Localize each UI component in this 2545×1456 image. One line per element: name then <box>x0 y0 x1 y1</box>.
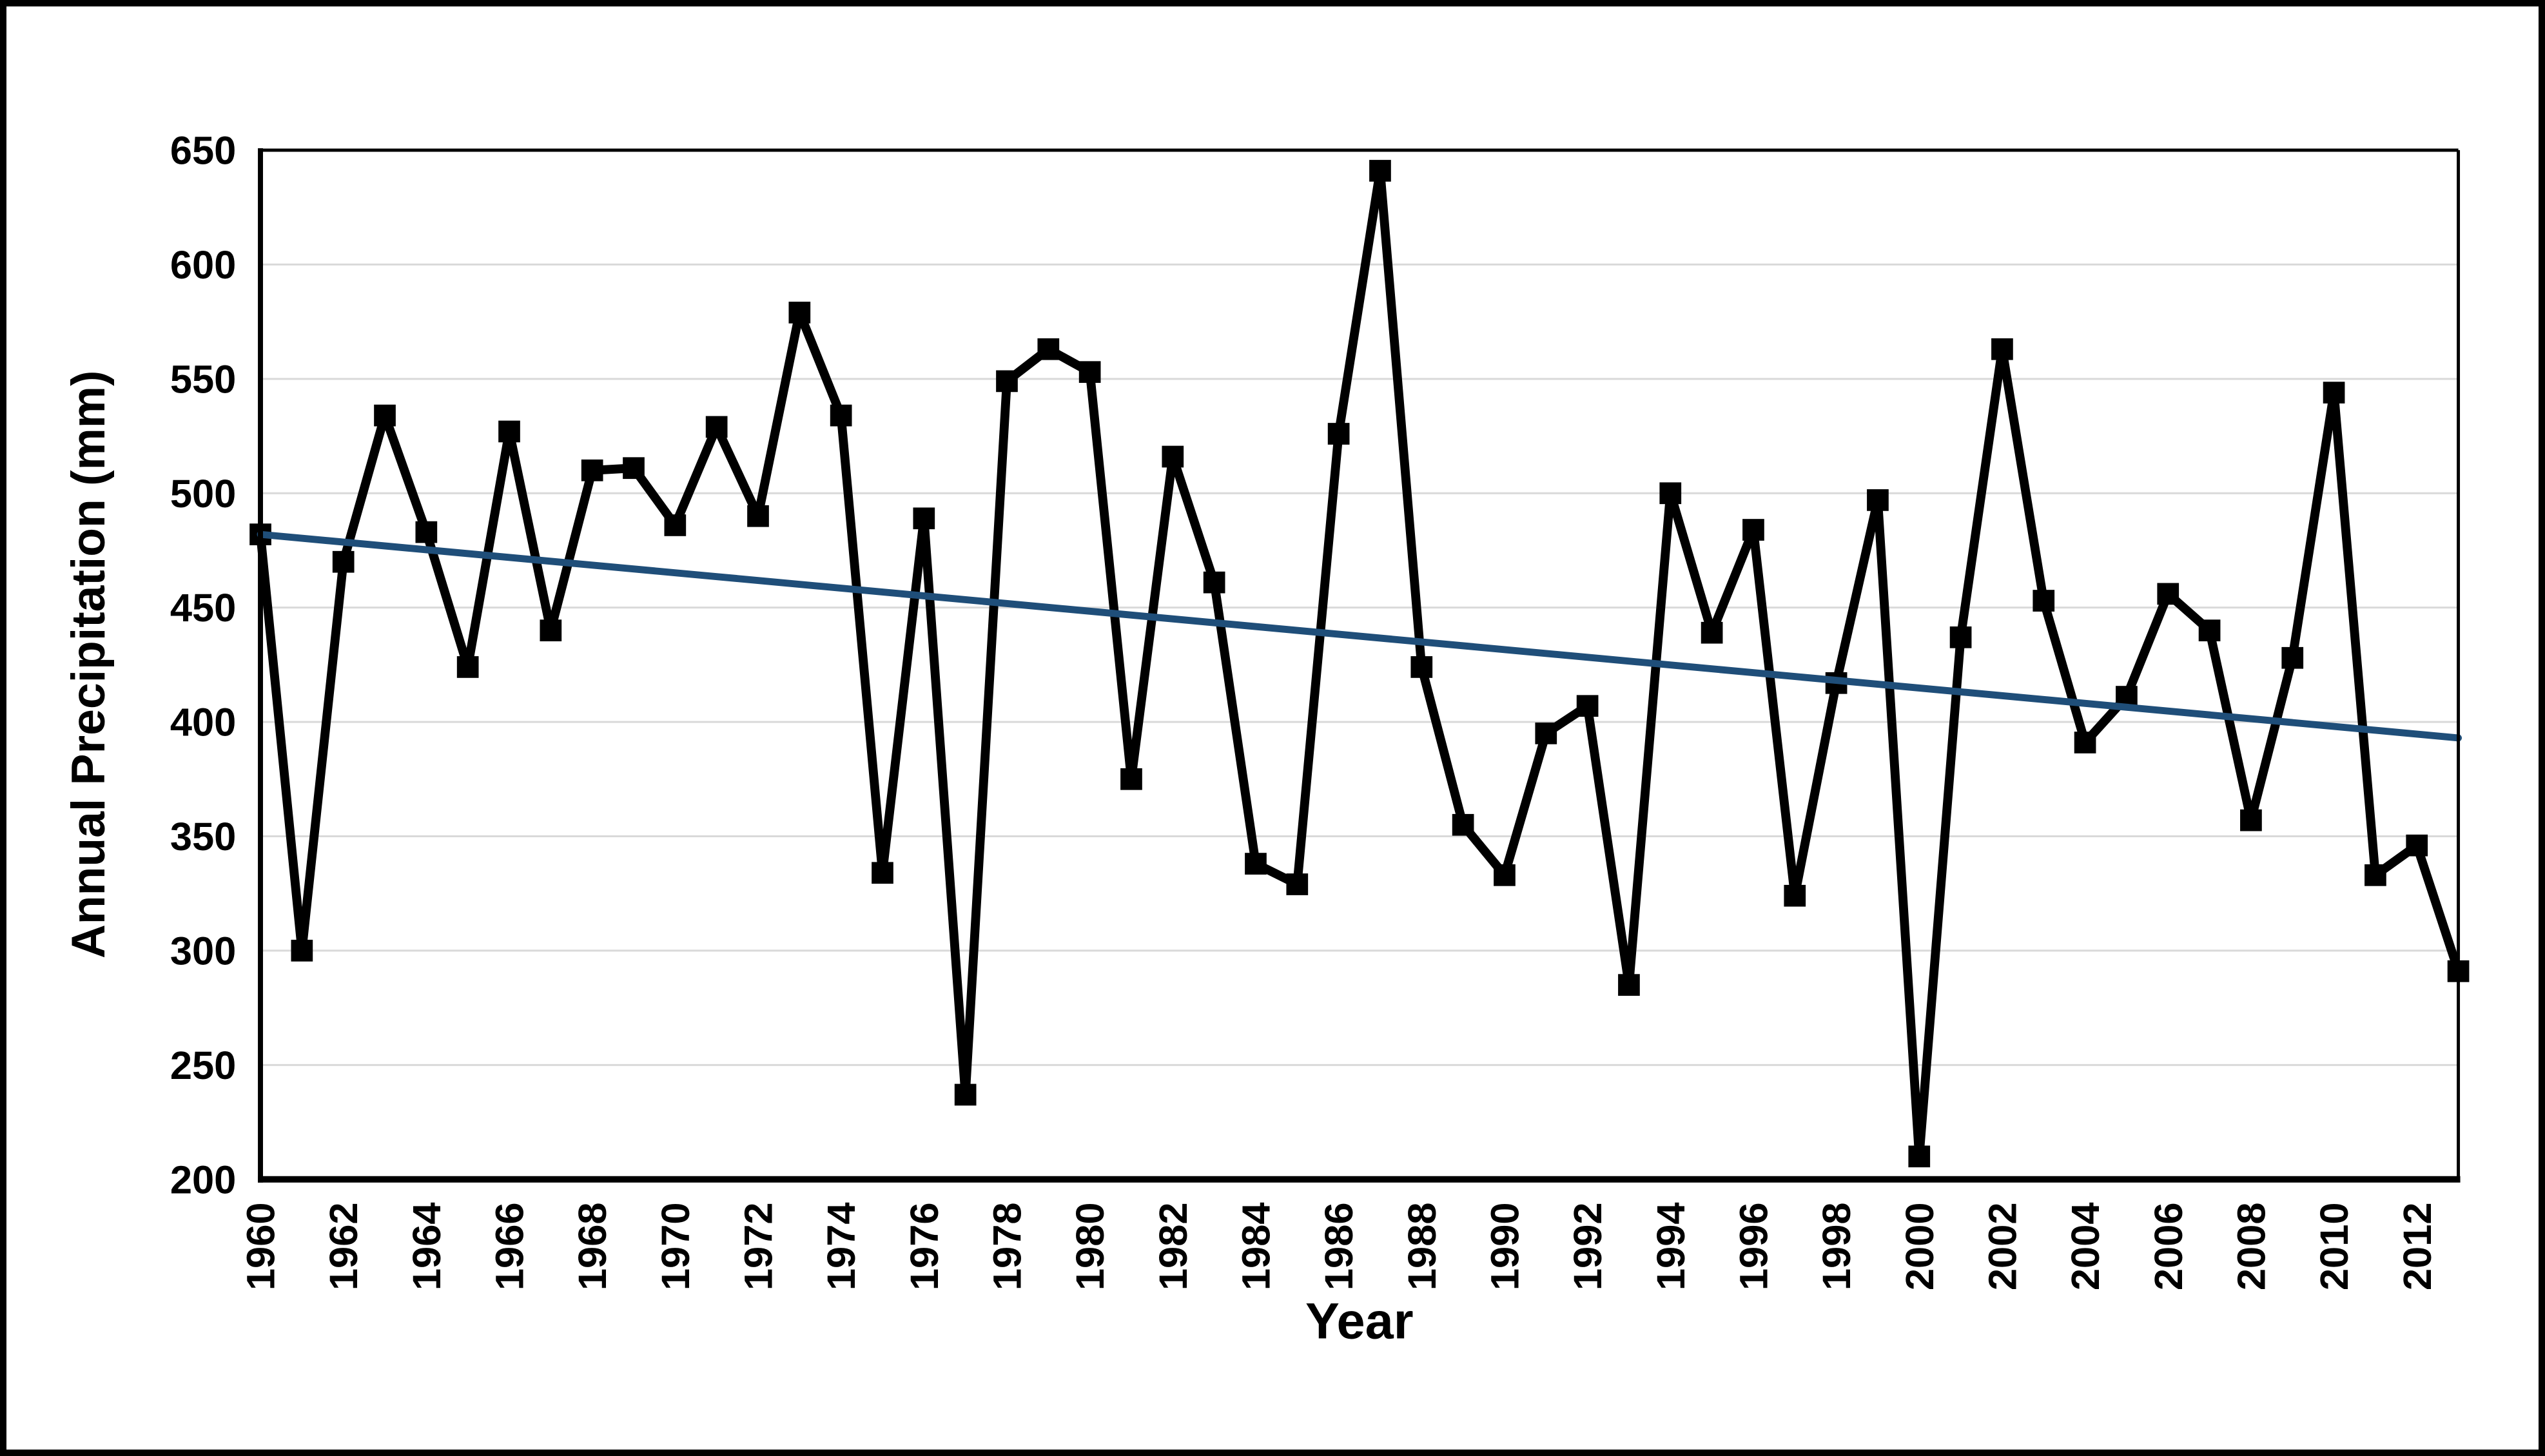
data-point-marker <box>2365 864 2386 886</box>
data-point-marker <box>1410 656 1433 678</box>
x-tick-label: 1992 <box>1566 1202 1610 1290</box>
data-point-marker <box>415 521 438 543</box>
data-point-marker <box>1452 813 1474 836</box>
data-point-marker <box>456 656 479 678</box>
data-point-marker <box>332 550 355 573</box>
x-tick-label: 1980 <box>1068 1202 1113 1290</box>
precipitation-series-line <box>256 166 2463 1161</box>
data-point-marker <box>1245 853 1267 875</box>
x-tick-label: 2002 <box>1980 1202 2025 1290</box>
x-tick-label: 1978 <box>985 1202 1029 1290</box>
data-point-marker <box>2323 382 2345 403</box>
data-point-marker <box>1618 974 1640 996</box>
data-point-marker <box>830 404 852 427</box>
x-tick-label: 1964 <box>405 1202 449 1290</box>
y-tick-label: 500 <box>170 472 237 516</box>
data-point-marker <box>540 619 562 642</box>
x-tick-label: 1996 <box>1731 1202 1776 1290</box>
x-tick-label: 1998 <box>1815 1202 1859 1290</box>
data-point-marker <box>664 514 687 536</box>
x-tick-label: 1994 <box>1649 1202 1693 1290</box>
data-point-marker <box>747 505 769 527</box>
x-tick-label: 2000 <box>1898 1202 1942 1290</box>
data-point-marker <box>623 457 645 480</box>
data-point-marker <box>872 862 893 884</box>
data-point-marker <box>954 1083 977 1106</box>
data-point-marker <box>498 420 520 443</box>
data-point-marker <box>2240 809 2262 831</box>
y-tick-label: 200 <box>170 1158 237 1202</box>
data-point-marker <box>2074 732 2096 753</box>
precipitation-series <box>249 160 2470 1168</box>
x-tick-label: 2008 <box>2229 1202 2274 1290</box>
x-tick-label: 1960 <box>239 1202 284 1290</box>
data-point-marker <box>2157 583 2179 605</box>
x-tick-label: 1974 <box>819 1202 864 1290</box>
x-tick-label: 1988 <box>1400 1202 1445 1290</box>
x-tick-label: 2006 <box>2147 1202 2191 1290</box>
y-axis-tick-labels: 200 250 300 350 400 450 500 550 600 650 <box>170 129 237 1203</box>
y-tick-label: 550 <box>170 357 237 402</box>
data-point-marker <box>1078 361 1101 383</box>
data-point-marker <box>1659 482 1682 505</box>
x-tick-label: 1968 <box>570 1202 615 1290</box>
data-point-marker <box>1576 695 1599 717</box>
data-point-marker <box>1949 626 1972 648</box>
x-tick-label: 2004 <box>2063 1202 2108 1290</box>
x-axis-tick-labels: 1960 1962 1964 1966 1968 1970 1972 1974 1976 1978… <box>239 1202 2440 1290</box>
x-tick-label: 2012 <box>2395 1202 2440 1290</box>
data-point-marker <box>1991 338 2013 360</box>
x-tick-label: 1970 <box>654 1202 698 1290</box>
x-tick-label: 1966 <box>488 1202 532 1290</box>
data-point-marker <box>1203 571 1225 594</box>
x-tick-label: 1984 <box>1234 1202 1278 1290</box>
data-point-marker <box>1037 338 1060 360</box>
x-tick-label: 2010 <box>2312 1202 2357 1290</box>
y-tick-label: 300 <box>170 929 237 973</box>
data-point-marker <box>1327 423 1350 445</box>
data-point-marker <box>2406 834 2428 857</box>
y-tick-label: 350 <box>170 815 237 859</box>
y-axis-title: Annual Precipitation (mm) <box>62 371 115 959</box>
y-tick-label: 600 <box>170 243 237 287</box>
y-tick-label: 450 <box>170 586 237 630</box>
data-point-marker <box>1120 768 1142 790</box>
data-point-marker <box>1286 873 1309 895</box>
data-point-marker <box>1742 519 1764 541</box>
y-tick-label: 650 <box>170 129 237 173</box>
data-point-marker <box>705 416 728 438</box>
data-point-marker <box>913 507 935 530</box>
data-point-marker <box>1369 160 1391 182</box>
x-tick-label: 1962 <box>322 1202 366 1290</box>
data-point-marker <box>1701 621 1723 644</box>
data-point-marker <box>1784 884 1806 907</box>
data-point-marker <box>2198 619 2221 642</box>
data-point-marker <box>581 459 603 481</box>
data-point-marker <box>2033 590 2055 612</box>
data-point-marker <box>374 404 396 427</box>
x-tick-label: 1972 <box>737 1202 781 1290</box>
data-point-marker <box>1867 489 1889 511</box>
data-point-marker <box>1162 445 1184 468</box>
trend-line <box>257 530 2462 742</box>
data-point-marker <box>1494 864 1516 886</box>
x-tick-label: 1976 <box>902 1202 947 1290</box>
x-tick-label: 1982 <box>1151 1202 1196 1290</box>
y-tick-label: 250 <box>170 1043 237 1088</box>
plot-frame <box>258 148 2461 1183</box>
data-point-marker <box>788 302 811 324</box>
x-axis-title: Year <box>1305 1292 1414 1350</box>
linear-trend-line <box>257 530 2462 742</box>
y-tick-label: 400 <box>170 701 237 745</box>
x-tick-label: 1986 <box>1317 1202 1361 1290</box>
data-point-marker <box>1908 1145 1931 1168</box>
data-point-marker <box>2281 646 2304 669</box>
gridlines <box>260 263 2459 1066</box>
data-point-marker <box>291 940 313 962</box>
data-point-marker <box>996 370 1018 393</box>
data-point-marker <box>1535 722 1557 744</box>
x-tick-label: 1990 <box>1483 1202 1527 1290</box>
